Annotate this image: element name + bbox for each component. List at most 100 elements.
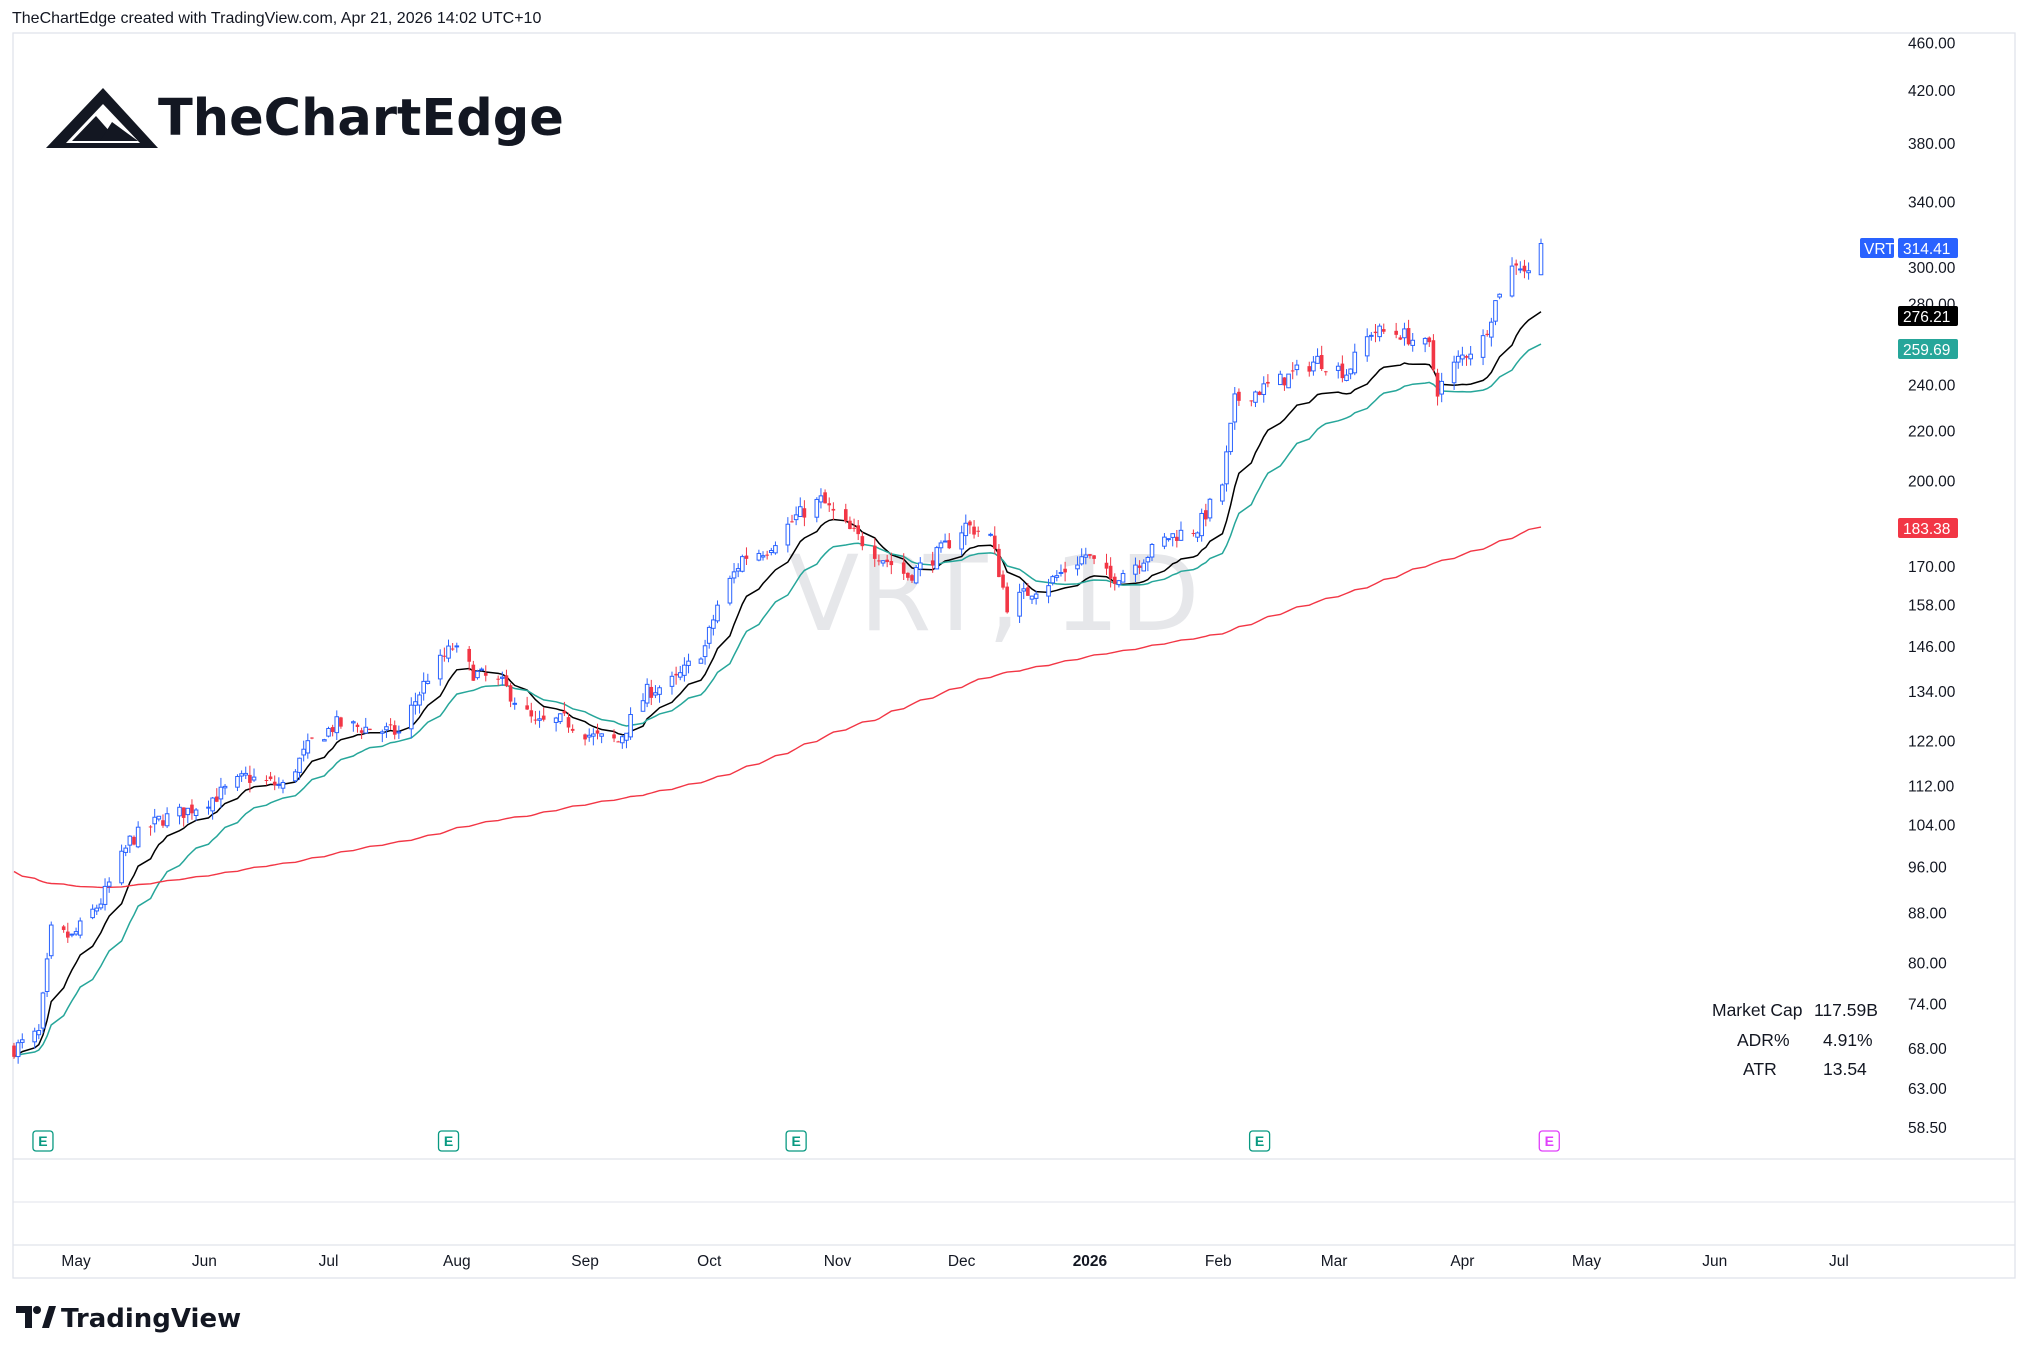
candle-body-137 [802, 508, 807, 518]
time-axis[interactable]: May Jun Jul Aug Sep Oct Nov Dec 2026 Feb Mar Apr May… [61, 1253, 1848, 1270]
symbol-watermark: VRT, 1D [788, 533, 1200, 655]
candle-body-21 [132, 836, 136, 845]
candle-body-183 [1075, 564, 1080, 570]
candle-body-112 [657, 687, 662, 695]
candle-body-257 [1497, 293, 1502, 298]
candle-body-26 [161, 820, 165, 826]
earnings-label-3: E [1255, 1133, 1264, 1149]
candle-body-138 [814, 498, 820, 518]
candle-body-47 [280, 781, 286, 789]
candle-body-223 [1307, 366, 1312, 372]
candle-body-178 [1046, 585, 1051, 597]
candle-body-144 [848, 520, 852, 530]
candle-body-197 [1149, 543, 1155, 558]
candle-body-54 [326, 727, 331, 737]
price-tick-18: 80.00 [1908, 955, 1947, 972]
candle-body-106 [624, 732, 629, 741]
candle-body-38 [235, 775, 240, 788]
candle-body-0 [12, 1045, 16, 1057]
candle-body-221 [1290, 370, 1295, 372]
candle-body-222 [1294, 364, 1300, 371]
candle-body-73 [437, 654, 443, 680]
candle-body-50 [301, 748, 306, 756]
candle-body-55 [330, 727, 335, 733]
candle-body-139 [818, 495, 824, 503]
candle-body-122 [715, 604, 720, 622]
candle-body-180 [1054, 575, 1060, 578]
candle-body-179 [1050, 576, 1055, 584]
candle-body-96 [566, 717, 571, 728]
candle-body-176 [1029, 595, 1035, 600]
candle-body-174 [1021, 588, 1027, 592]
candle-body-212 [1237, 391, 1241, 401]
candle-body-28 [177, 806, 182, 817]
candle-body-20 [127, 835, 133, 846]
price-axis[interactable]: 460.00420.00380.00340.00300.00280.00240.… [1908, 35, 1956, 1137]
candle-body-58 [351, 721, 356, 724]
candle-body-147 [860, 536, 865, 547]
ma-line-1 [13, 343, 1542, 1058]
last-price-badge: VRT 314.41 [1860, 238, 1958, 258]
candle-body-202 [1178, 529, 1184, 541]
candle-body-215 [1257, 391, 1262, 395]
candle-body-254 [1485, 333, 1490, 335]
candle-body-16 [102, 885, 108, 905]
candle-body-143 [843, 509, 848, 522]
price-tick-11: 146.00 [1908, 639, 1956, 656]
candle-body-256 [1493, 300, 1498, 322]
candle-body-119 [702, 645, 708, 658]
candle-body-99 [586, 734, 592, 738]
candle-body-97 [570, 728, 575, 731]
candle-body-19 [123, 847, 129, 853]
earnings-label-4: E [1545, 1133, 1554, 1149]
candle-body-69 [413, 701, 418, 706]
candle-body-5 [40, 992, 46, 1029]
candle-body-163 [959, 532, 964, 550]
candle-body-7 [48, 924, 54, 957]
price-tick-16: 96.00 [1908, 860, 1947, 877]
candle-body-195 [1141, 562, 1147, 572]
price-tick-10: 158.00 [1908, 597, 1956, 614]
candle-body-56 [334, 716, 340, 734]
candle-body-167 [976, 530, 981, 532]
candle-body-103 [612, 734, 616, 739]
candle-body-92 [541, 715, 546, 720]
earnings-label-0: E [38, 1133, 47, 1149]
candle-body-205 [1199, 512, 1204, 537]
price-tick-21: 63.00 [1908, 1081, 1947, 1098]
candle-body-67 [396, 731, 402, 734]
candle-body-24 [152, 816, 157, 825]
candle-body-135 [793, 514, 799, 521]
price-tick-15: 104.00 [1908, 817, 1956, 834]
candle-body-53 [322, 739, 327, 742]
tradingview-logo-icon [16, 1306, 56, 1328]
candle-body-225 [1315, 355, 1320, 364]
candle-body-156 [913, 567, 919, 584]
time-label-5: Oct [697, 1253, 722, 1270]
candle-body-74 [442, 655, 447, 657]
candle-body-94 [557, 713, 563, 723]
candle-body-224 [1311, 361, 1316, 372]
stat-value-market-cap: 117.59B [1814, 1000, 1878, 1020]
candle-body-109 [644, 683, 650, 704]
candle-body-136 [797, 506, 803, 518]
candle-body-228 [1335, 365, 1341, 371]
candle-body-66 [392, 725, 397, 735]
candle-body-150 [880, 560, 886, 564]
candle-body-241 [1406, 328, 1411, 345]
candle-body-140 [823, 492, 827, 504]
candle-body-17 [106, 881, 112, 887]
candle-body-168 [988, 533, 993, 536]
candle-body-172 [1005, 586, 1009, 613]
time-label-6: Nov [824, 1253, 852, 1270]
candle-body-41 [248, 774, 252, 783]
candle-body-258 [1509, 265, 1515, 297]
candle-body-153 [901, 562, 906, 574]
candle-body-11 [73, 931, 79, 935]
candle-body-113 [669, 675, 675, 687]
candle-body-75 [446, 645, 451, 659]
candle-body-249 [1455, 355, 1461, 363]
earnings-icon-0 [32, 1130, 54, 1152]
